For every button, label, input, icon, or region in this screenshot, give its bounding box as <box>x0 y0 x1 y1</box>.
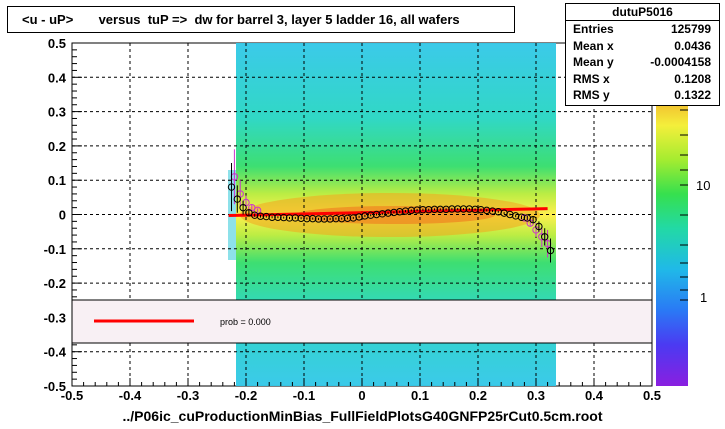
profile-point <box>274 213 282 221</box>
profile-point <box>425 205 433 214</box>
profile-point <box>291 214 299 222</box>
y-tick-label: 0.3 <box>48 105 66 120</box>
profile-point <box>471 205 479 214</box>
x-tick-label: -0.4 <box>119 388 142 403</box>
legend-entry: prob = 0.000 <box>220 317 271 327</box>
x-tick-label: 0.1 <box>411 388 429 403</box>
profile-point <box>396 208 404 216</box>
profile-point <box>459 205 468 213</box>
profile-point <box>477 205 485 214</box>
x-tick-label: -0.1 <box>293 388 315 403</box>
stats-label: Mean x <box>573 38 614 53</box>
x-tick-label: 0.5 <box>643 388 661 403</box>
x-tick-label: 0.3 <box>527 388 545 403</box>
profile-point <box>332 214 340 223</box>
stats-row-rms-y: RMS y 0.1322 <box>566 87 719 104</box>
profile-point <box>367 211 375 219</box>
profile-point <box>430 205 439 214</box>
stats-row-mean-y: Mean y -0.0004158 <box>566 54 719 71</box>
profile-point <box>488 207 497 215</box>
profile-point <box>227 183 236 191</box>
profile-point <box>343 214 352 222</box>
profile-point <box>442 205 450 214</box>
stats-value: 125799 <box>670 22 711 36</box>
profile-point <box>529 215 537 224</box>
profile-point <box>309 214 317 223</box>
profile-point <box>546 246 555 255</box>
profile-point <box>297 214 305 222</box>
x-tick-label: -0.5 <box>61 388 83 403</box>
profile-point <box>268 213 276 221</box>
y-tick-label: 0.5 <box>48 36 66 51</box>
stats-label: RMS y <box>573 88 610 102</box>
profile-point <box>541 233 549 241</box>
y-tick-label: -0.4 <box>44 345 67 360</box>
y-tick-label: 0.2 <box>48 139 66 154</box>
y-tick-label: -0.2 <box>44 276 66 291</box>
x-tick-label: -0.2 <box>235 388 257 403</box>
profile-point <box>233 195 242 203</box>
profile-point <box>303 214 311 223</box>
profile-point <box>314 215 323 223</box>
profile-point <box>436 205 444 214</box>
y-tick-label: -0.5 <box>44 379 66 394</box>
plot-title: <u - uP> versus tuP => dw for barrel 3, … <box>7 6 515 33</box>
colorbar-label-1: 1 <box>700 290 707 305</box>
y-tick-label: 0.1 <box>48 173 66 188</box>
x-tick-label: -0.3 <box>177 388 199 403</box>
profile-point <box>384 209 392 217</box>
profile-point <box>361 212 369 220</box>
y-tick-label: -0.1 <box>44 242 66 257</box>
stats-name: dutuP5016 <box>566 4 719 21</box>
x-tick-label: 0 <box>358 388 365 403</box>
stats-label: Mean y <box>573 55 614 69</box>
profile-point <box>280 213 288 222</box>
stats-value: 0.0436 <box>674 38 711 53</box>
profile-point <box>320 215 328 223</box>
y-tick-label: 0 <box>59 208 66 223</box>
profile-point <box>372 210 381 219</box>
profile-point <box>465 205 473 213</box>
grid <box>72 43 652 386</box>
profile-point <box>419 205 427 214</box>
y-tick-label: -0.3 <box>44 310 66 325</box>
stats-label: RMS x <box>573 71 610 86</box>
profile-point <box>378 210 386 218</box>
stats-row-rms-x: RMS x 0.1208 <box>566 71 719 88</box>
y-tick-label: 0.4 <box>48 70 67 85</box>
profile-point <box>483 206 491 215</box>
profile-point <box>390 208 398 217</box>
x-tick-label: 0.4 <box>585 388 604 403</box>
profile-point <box>407 206 415 215</box>
stats-box: dutuP5016 Entries 125799 Mean x 0.0436 M… <box>565 3 720 106</box>
colorbar-ticks <box>680 74 688 301</box>
stats-row-mean-x: Mean x 0.0436 <box>566 38 719 55</box>
profile-point <box>454 205 462 213</box>
stats-label: Entries <box>573 22 614 36</box>
profile-point <box>535 222 543 231</box>
profile-point <box>401 207 410 215</box>
profiles <box>227 149 555 263</box>
stats-row-entries: Entries 125799 <box>566 21 719 38</box>
profile-point <box>338 214 346 223</box>
stats-value: -0.0004158 <box>650 55 711 69</box>
profile-point <box>413 206 421 214</box>
profile-point <box>239 203 247 212</box>
profile-point <box>517 213 526 221</box>
profile-point <box>256 212 265 220</box>
colorbar-label-10: 10 <box>696 178 710 193</box>
axes: -0.5 -0.4 -0.3 -0.2 -0.1 0 0.1 0.2 0.3 0.4 0.5 -0.5… <box>44 36 661 403</box>
footer-filename: ../P06ic_cuProductionMinBias_FullFieldPl… <box>122 408 603 424</box>
profile-point <box>285 214 294 222</box>
profile-point <box>448 205 456 213</box>
stats-value: 0.1208 <box>674 71 711 86</box>
profile-point <box>262 212 270 221</box>
stats-value: 0.1322 <box>674 88 711 102</box>
x-tick-label: 0.2 <box>469 388 487 403</box>
profile-point <box>326 215 334 223</box>
